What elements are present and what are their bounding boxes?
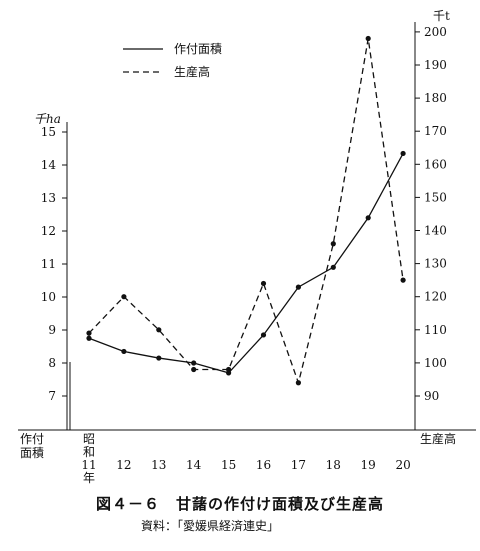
left-axis-unit: 千ha	[34, 112, 61, 126]
figure-source: 資料：「愛媛県経済連史」	[140, 519, 279, 533]
data-point-production	[121, 294, 127, 300]
x-tick-label: 19	[361, 458, 376, 472]
x-tick-label: 17	[291, 458, 306, 472]
left-tick-label: 10	[41, 290, 56, 304]
x-tick-label: 12	[116, 458, 131, 472]
x-tick-label: 14	[186, 458, 202, 472]
x-tick-label: 20	[395, 458, 410, 472]
data-point-area	[295, 284, 301, 290]
data-point-production	[295, 380, 301, 386]
legend-label-production: 生産高	[174, 64, 210, 79]
x-row-label-left-line: 作付	[20, 432, 44, 446]
left-tick-label: 11	[41, 257, 56, 271]
data-point-area	[400, 150, 406, 157]
series-line-production	[88, 38, 404, 386]
right-tick-label: 90	[424, 389, 439, 403]
x-row-label-left-line: 面積	[20, 445, 44, 460]
x-tick-label: 16	[256, 458, 271, 472]
data-point-area	[365, 215, 371, 221]
left-tick-label: 13	[41, 191, 56, 205]
figure-title: 図４－６ 甘藷の作付け面積及び生産高	[95, 495, 384, 513]
right-tick-label: 160	[424, 157, 447, 171]
data-point-area	[156, 355, 162, 361]
right-tick-label: 180	[424, 91, 447, 105]
left-tick-label: 7	[48, 389, 56, 403]
x-row-label-left: 作付面積	[20, 432, 44, 460]
legend: 作付面積 生産高	[123, 41, 222, 79]
x-tick-label: 15	[221, 458, 236, 472]
x-tick-label: 18	[326, 458, 341, 472]
right-axis-unit: 千t	[433, 9, 450, 23]
right-tick-label: 110	[424, 323, 447, 337]
left-tick-label: 8	[48, 356, 56, 370]
right-tick-label: 170	[424, 124, 447, 138]
right-tick-label: 120	[424, 290, 447, 304]
right-tick-label: 100	[424, 356, 447, 370]
left-tick-label: 15	[41, 125, 56, 139]
left-tick-label: 12	[41, 224, 56, 238]
legend-label-area: 作付面積	[174, 41, 222, 56]
data-point-area	[260, 332, 267, 338]
data-point-production	[260, 280, 267, 287]
data-point-production	[330, 241, 336, 247]
right-tick-label: 190	[424, 58, 447, 72]
series-line-area	[88, 153, 404, 374]
data-point-area	[330, 264, 336, 270]
data-point-production	[226, 366, 232, 373]
data-point-area	[191, 360, 197, 366]
right-tick-label: 130	[424, 257, 447, 271]
right-tick-label: 200	[424, 25, 447, 39]
data-point-area	[86, 335, 92, 341]
x-tick-label: 13	[151, 458, 166, 472]
data-point-production	[365, 35, 371, 42]
data-point-production	[191, 366, 197, 373]
left-tick-label: 14	[41, 158, 57, 172]
right-tick-label: 150	[424, 190, 447, 204]
right-tick-label: 140	[424, 224, 447, 238]
x-row-label-right: 生産高	[420, 431, 456, 446]
data-point-production	[156, 327, 162, 333]
data-point-production	[400, 277, 406, 283]
data-point-area	[121, 348, 127, 355]
data-point-production	[86, 330, 92, 336]
x-tick-label: 昭和 11 年	[81, 432, 96, 485]
left-tick-label: 9	[48, 323, 56, 337]
